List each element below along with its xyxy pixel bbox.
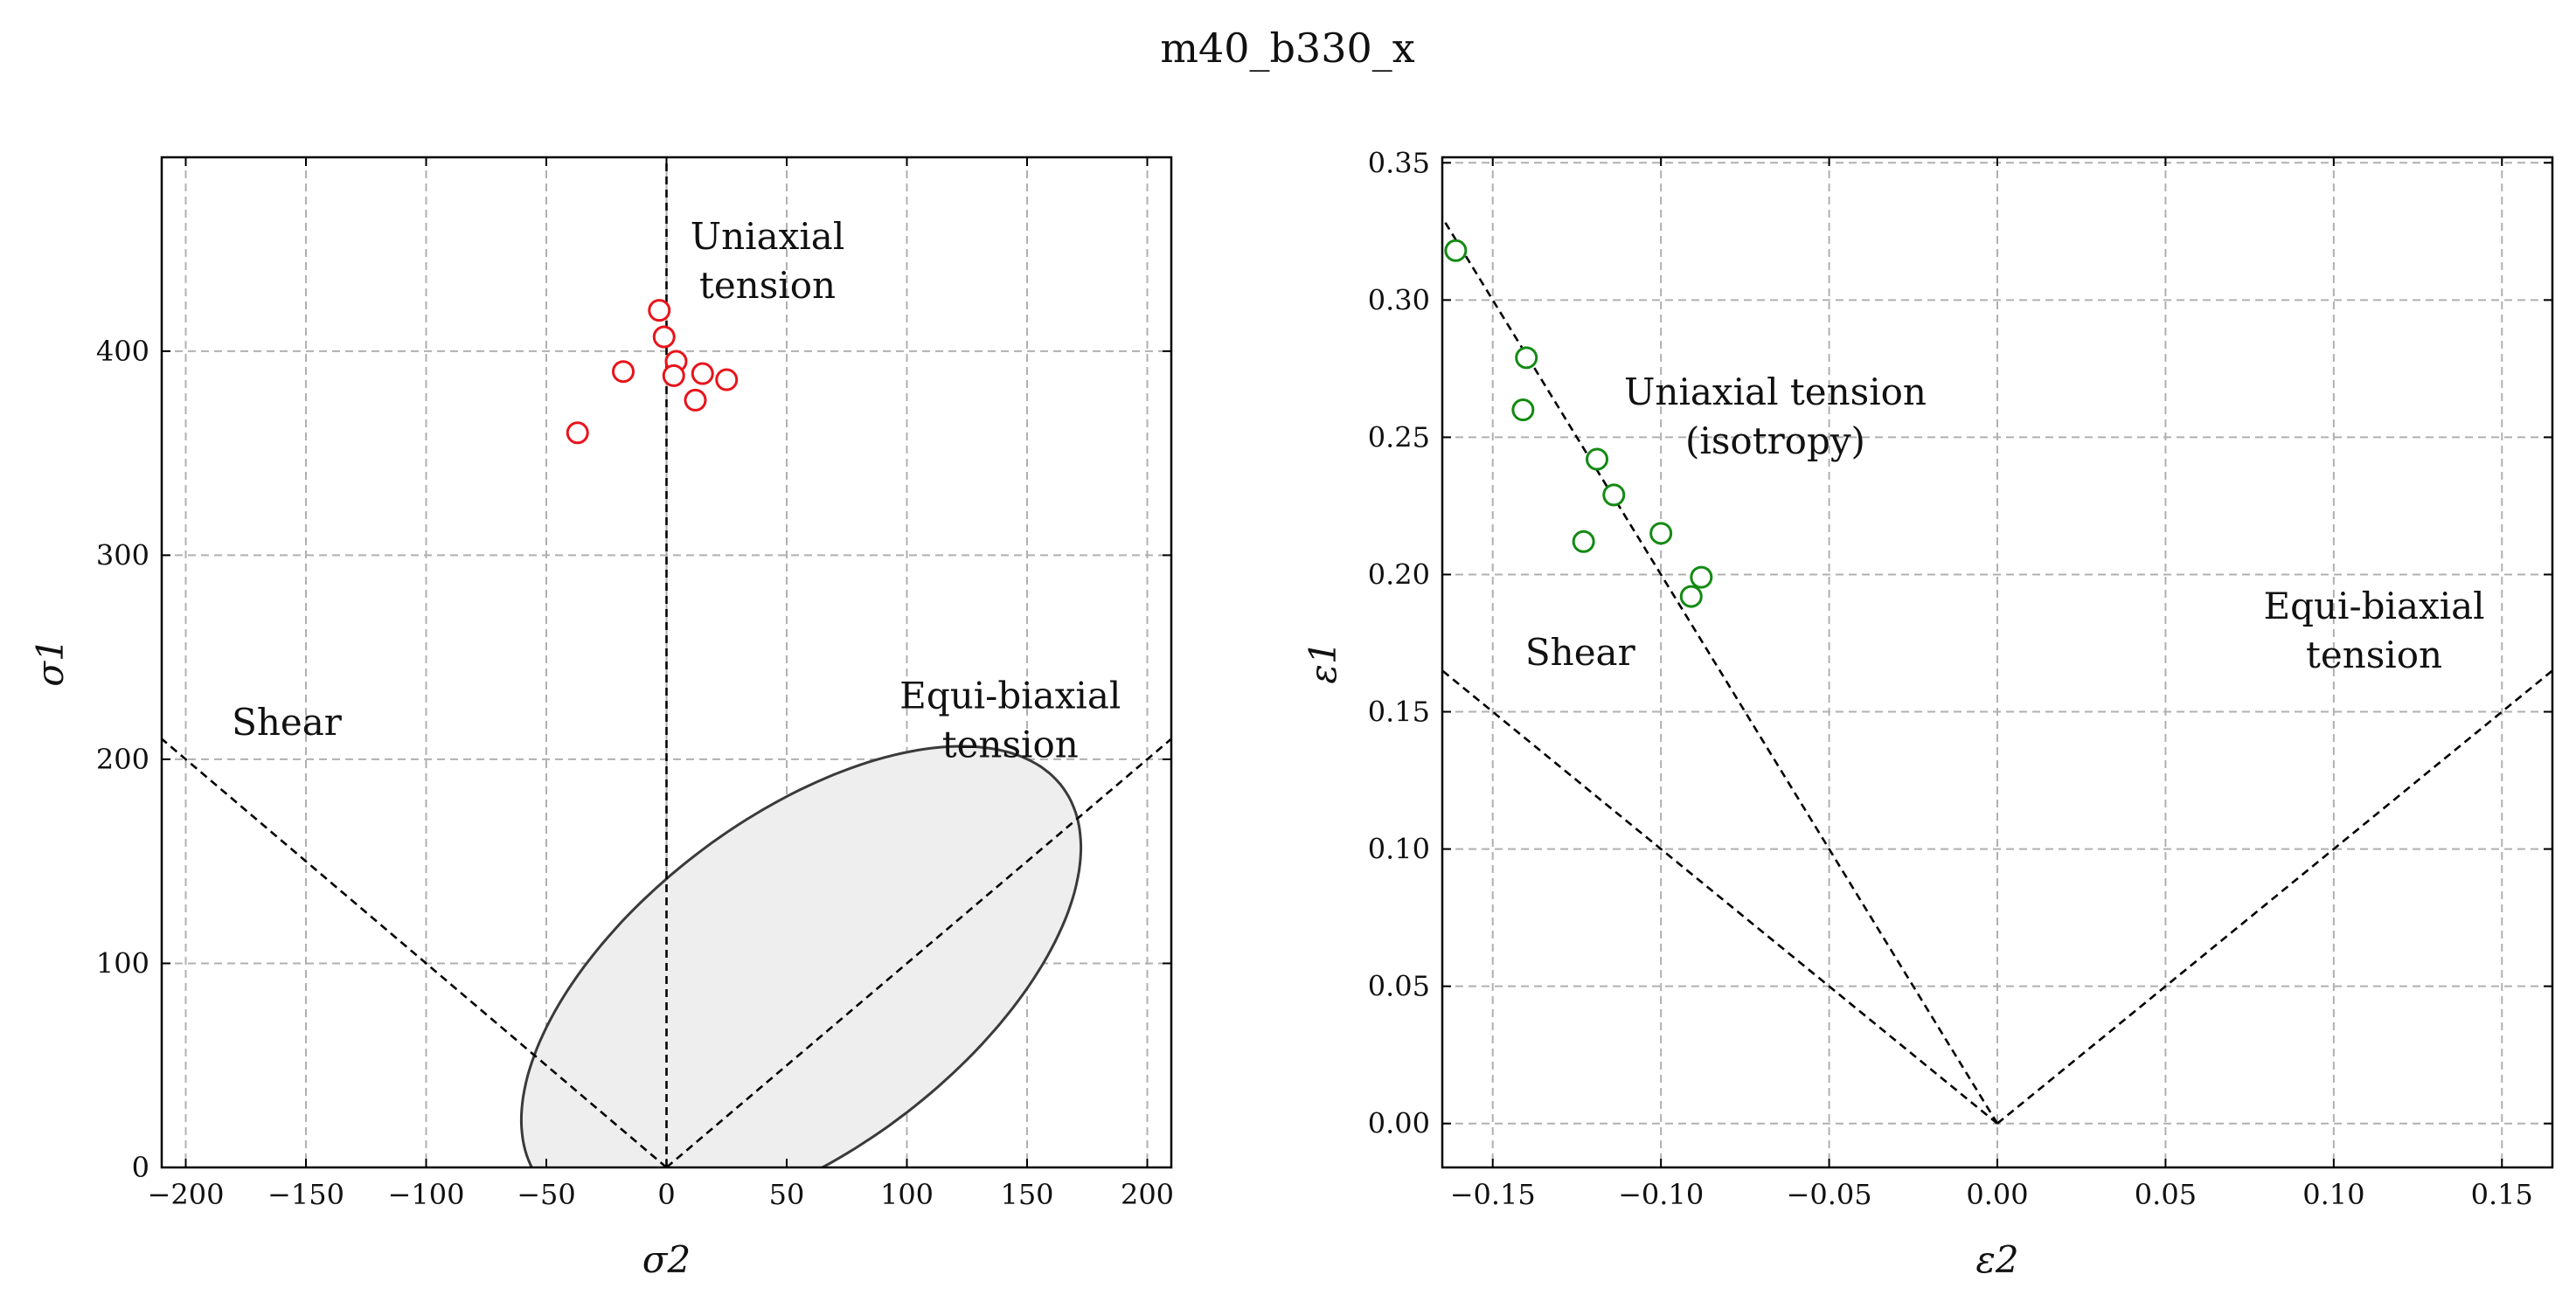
y-tick-label: 0.00 (1368, 1107, 1430, 1140)
data-point (715, 368, 739, 391)
data-point (1515, 346, 1538, 370)
data-point (566, 421, 589, 445)
y-tick-label: 0.25 (1368, 420, 1430, 454)
reference-line (1442, 669, 1998, 1125)
x-tick-label: 0.00 (1966, 1178, 2028, 1211)
x-tick-label: 100 (880, 1178, 934, 1211)
data-point (1586, 447, 1609, 471)
y-tick-label: 0.30 (1368, 283, 1430, 316)
region-label: Uniaxial tension (isotropy) (1624, 371, 1927, 462)
y-tick-label: 0 (132, 1151, 149, 1184)
region-label: Equi-biaxial tension (2263, 585, 2484, 676)
plot-area: Uniaxial tension Shear Equi-biaxial tension (162, 157, 1171, 1167)
region-label-line: Equi-biaxial (2263, 585, 2484, 627)
y-axis-label: σ1 (29, 638, 72, 686)
data-point (662, 364, 685, 387)
reference-line (665, 738, 1171, 1167)
x-tick-label: −0.10 (1618, 1178, 1704, 1211)
x-tick-label: 200 (1121, 1178, 1174, 1211)
yield-surface (519, 745, 1083, 1167)
region-label-line: tension (2306, 634, 2442, 676)
figure-title: m40_b330_x (1160, 24, 1414, 72)
x-tick-label: −200 (148, 1178, 225, 1211)
stress-panel: Uniaxial tension Shear Equi-biaxial tension −… (29, 156, 1174, 1281)
x-axis-label: σ2 (642, 1238, 691, 1281)
data-point (1511, 398, 1535, 421)
data-point (691, 362, 714, 385)
y-tick-label: 100 (96, 946, 149, 980)
data-point (612, 360, 635, 384)
data-point (1572, 530, 1595, 553)
data-point (648, 299, 671, 322)
region-label-line: (isotropy) (1685, 419, 1865, 462)
x-tick-label: 0.15 (2471, 1178, 2533, 1211)
x-tick-label: 0.05 (2135, 1178, 2197, 1211)
x-tick-label: −100 (388, 1178, 465, 1211)
region-label-line: Uniaxial tension (1624, 371, 1927, 413)
data-point (1679, 585, 1703, 608)
data-point (1649, 522, 1673, 545)
region-label-line: Uniaxial (691, 215, 845, 258)
region-label: Shear (1525, 631, 1636, 674)
region-label-line: tension (942, 724, 1079, 766)
y-tick-label: 0.10 (1368, 833, 1430, 866)
x-tick-label: −50 (517, 1178, 576, 1211)
x-tick-label: 0.10 (2302, 1178, 2364, 1211)
x-tick-label: −0.15 (1450, 1178, 1536, 1211)
region-label-line: Equi-biaxial (899, 675, 1121, 717)
y-tick-label: 0.15 (1368, 696, 1430, 729)
data-point (1444, 239, 1468, 262)
region-label-line: Shear (232, 701, 343, 744)
y-tick-label: 300 (96, 538, 149, 571)
x-tick-label: 50 (769, 1178, 805, 1211)
reference-line (1996, 669, 2552, 1125)
reference-line (162, 738, 668, 1167)
x-tick-label: 150 (1000, 1178, 1053, 1211)
x-tick-label: −0.05 (1787, 1178, 1872, 1211)
data-point (1602, 483, 1626, 507)
reference-line (1442, 217, 1999, 1125)
y-axis-label: ε1 (1302, 641, 1344, 683)
data-point (652, 325, 676, 349)
x-axis-label: ε2 (1975, 1238, 2018, 1281)
y-tick-label: 0.35 (1368, 146, 1430, 179)
region-label: Equi-biaxial tension (899, 675, 1121, 766)
region-label-line: tension (699, 264, 836, 307)
data-point (684, 388, 707, 412)
x-tick-label: 0 (657, 1178, 675, 1211)
region-label: Uniaxial tension (691, 215, 845, 307)
y-tick-label: 400 (96, 335, 149, 368)
y-tick-label: 200 (96, 743, 149, 776)
region-label: Shear (232, 701, 343, 744)
region-label-line: Shear (1525, 631, 1636, 674)
plot-area: Uniaxial tension (isotropy) Shear Equi-biax… (1442, 217, 2552, 1125)
y-tick-label: 0.05 (1368, 970, 1430, 1003)
x-tick-label: −150 (267, 1178, 344, 1211)
strain-panel: Uniaxial tension (isotropy) Shear Equi-biax… (1302, 146, 2554, 1281)
data-point (1690, 565, 1713, 589)
y-tick-label: 0.20 (1368, 558, 1430, 591)
